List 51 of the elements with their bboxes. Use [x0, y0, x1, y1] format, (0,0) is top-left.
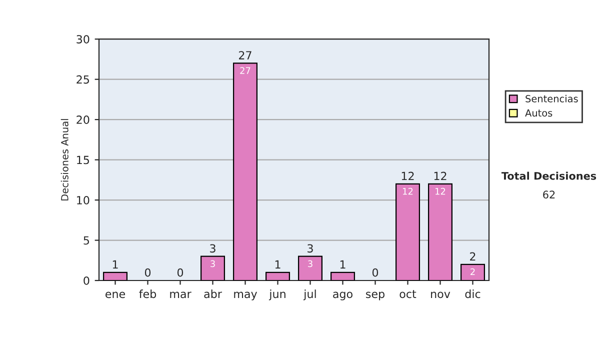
x-tick-label: ago [333, 292, 352, 300]
x-tick-label: jun [268, 290, 286, 300]
x-tick-label: dic [465, 290, 480, 298]
bar [298, 256, 323, 280]
bar [265, 272, 290, 280]
data-label: 12 [436, 188, 446, 195]
text: Total Decisiones [501, 172, 596, 180]
bar [395, 183, 420, 280]
data-label: 2 [470, 268, 475, 276]
total-label: 0 [144, 268, 151, 277]
x-tick-label: nov [431, 292, 450, 298]
data-label: 3 [210, 260, 215, 268]
y-tick-label: 10 [77, 196, 90, 204]
legend-label: Autos [525, 109, 552, 117]
bar [330, 272, 356, 280]
total-label: 27 [238, 51, 252, 60]
x-tick-label: sep [366, 292, 384, 300]
x-tick-label: may [234, 292, 258, 300]
bar [428, 183, 453, 280]
bar [232, 62, 258, 280]
total-label: 12 [434, 172, 446, 180]
y-tick-label: 0 [84, 276, 90, 285]
data-label: 3 [308, 260, 312, 268]
y-tick-label: 30 [76, 35, 90, 44]
total-label: 1 [112, 260, 118, 269]
x-tick-label: oct [400, 290, 416, 298]
data-label: 27 [240, 67, 250, 74]
y-tick-label: 20 [76, 116, 90, 124]
total-label: 3 [210, 244, 216, 253]
x-tick-label: feb [139, 290, 156, 298]
x-tick-label: mar [170, 292, 192, 298]
x-tick-label: abr [204, 290, 222, 298]
bar [460, 264, 486, 280]
legend-label: Sentencias [526, 94, 578, 102]
total-label: 1 [340, 260, 346, 269]
y-tick-label: 25 [76, 75, 89, 84]
x-tick-label: ene [106, 292, 126, 298]
y-tick-label: 15 [77, 156, 89, 164]
total-label: 0 [372, 268, 378, 277]
bar [200, 256, 226, 280]
total-label: 3 [308, 244, 313, 253]
total-label: 2 [470, 252, 476, 260]
y-axis-title: Decisiones Anual [60, 119, 68, 200]
bar [102, 272, 128, 280]
total-label: 0 [177, 268, 184, 277]
y-tick-label: 5 [84, 236, 89, 245]
total-label: 12 [402, 172, 414, 180]
total-label: 1 [275, 260, 280, 269]
text: 62 [543, 190, 555, 199]
x-tick-label: jul [303, 290, 316, 300]
data-label: 12 [403, 188, 413, 195]
